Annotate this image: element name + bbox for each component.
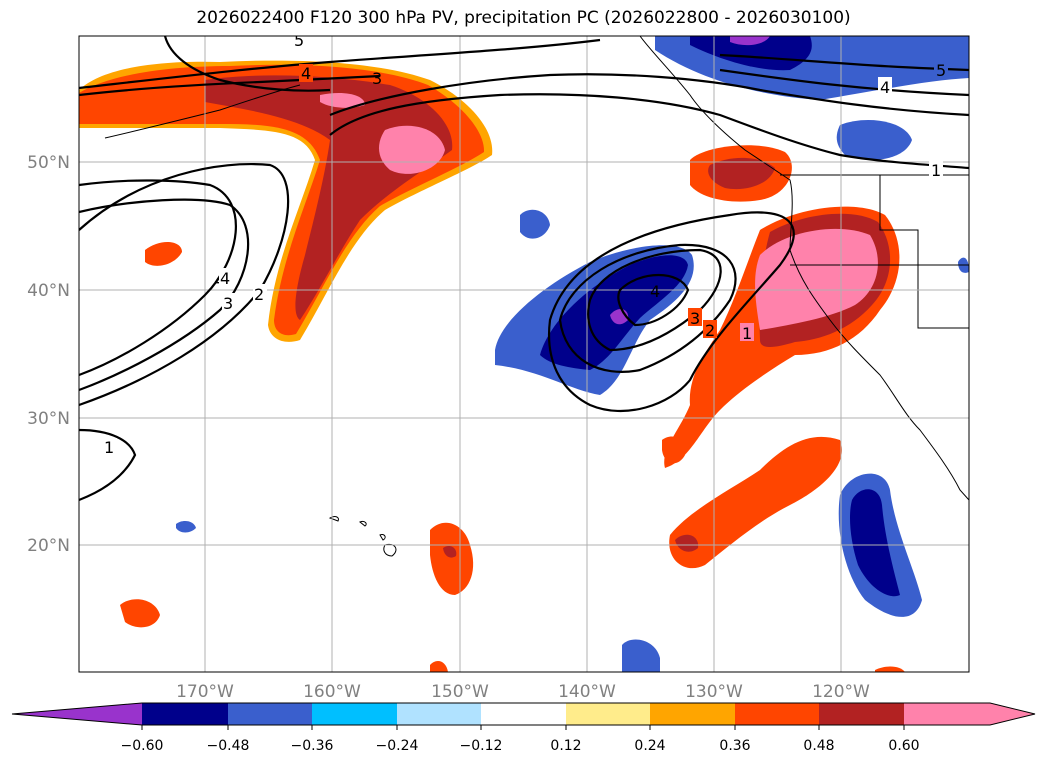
pv-contour-1-west	[79, 428, 137, 502]
lon-label: 160°W	[303, 682, 361, 702]
pv-contour-2-central	[558, 243, 737, 373]
contour-label: 3	[223, 294, 233, 313]
pv-contour-2-upper	[329, 73, 969, 117]
contour-label: 1	[931, 161, 941, 180]
state-borders	[879, 175, 969, 329]
pv-contour-1-upper	[329, 93, 969, 170]
coastline-aleutians	[104, 84, 301, 139]
contour-label: 3	[372, 69, 382, 88]
lon-label: 120°W	[812, 682, 870, 702]
precip-region-max-1	[320, 93, 365, 108]
contour-label: 4	[880, 78, 890, 97]
precip-region-subtropical-inner	[675, 534, 699, 552]
pv-contour-4-north	[79, 74, 381, 97]
map-title: 2026022400 F120 300 hPa PV, precipitatio…	[196, 8, 851, 28]
colorbar-segment	[312, 703, 397, 725]
pv-contour-3-central	[587, 248, 722, 352]
colorbar-tick-label: 0.60	[888, 738, 919, 754]
longitude-labels: 170°W 160°W 150°W 140°W 130°W 120°W	[176, 682, 870, 702]
pv-contour-3-north	[163, 36, 331, 92]
pv-contour-4-central	[617, 273, 690, 327]
colorbar-tick-label: −0.12	[460, 738, 503, 754]
colorbar-extend-min	[12, 703, 142, 725]
pv-contour-labels: 5 4 4 3 4 3 2 1 4 3 2 1 5 4 1	[103, 31, 948, 457]
precip-region-small-5	[875, 666, 905, 672]
contour-label: 5	[936, 61, 946, 80]
colorbar-segment	[650, 703, 735, 725]
colorbar-tick-label: 0.48	[803, 738, 834, 754]
lon-label: 130°W	[685, 682, 743, 702]
contour-label: 3	[690, 309, 700, 328]
pv-contour-1-central	[548, 211, 795, 413]
precip-region-neg-canada	[836, 120, 912, 160]
precip-region-subtropical	[669, 436, 842, 569]
precip-region-neg-mexico-inner	[850, 489, 900, 597]
precip-region-neg-small-1	[520, 209, 550, 239]
colorbar-segment	[735, 703, 819, 725]
lat-label: 20°N	[27, 536, 70, 556]
pv-contour-4-east	[719, 68, 969, 97]
precip-region-neg-small-3	[176, 520, 196, 533]
colorbar-segment	[481, 703, 566, 725]
contour-label: 5	[294, 31, 304, 50]
pv-contour-5-east	[719, 53, 969, 72]
lon-label: 170°W	[176, 682, 234, 702]
precip-region-small-1	[145, 241, 182, 266]
colorbar-segment	[397, 703, 481, 725]
precip-region-small-3	[662, 436, 686, 464]
contour-label: 4	[301, 64, 311, 83]
pv-contour-5-north	[79, 38, 601, 90]
colorbar: −0.60 −0.48 −0.36 −0.24 −0.12 0.12 0.24 …	[11, 702, 1036, 754]
coastline-hawaii	[328, 516, 397, 557]
colorbar-segment	[142, 703, 228, 725]
contour-label: 4	[220, 269, 230, 288]
precip-region-hawaii-inner	[443, 545, 457, 558]
contour-label: 1	[742, 324, 752, 343]
contour-label: 1	[104, 438, 114, 457]
precip-region-vancouver-inner	[708, 157, 775, 190]
colorbar-tick-label: −0.24	[376, 738, 419, 754]
precip-region-neg-north-max	[730, 36, 770, 46]
colorbar-extend-max	[904, 703, 1035, 725]
lon-label: 150°W	[431, 682, 489, 702]
colorbar-tick-label: 0.12	[550, 738, 581, 754]
precip-region-small-2	[120, 599, 160, 628]
colorbar-outline	[11, 702, 1036, 726]
pv-contours	[79, 36, 969, 502]
contour-label: 2	[705, 321, 715, 340]
lat-label: 50°N	[27, 153, 70, 173]
precip-region-small-4	[430, 660, 448, 672]
precip-region-neg-small-2	[622, 639, 660, 672]
colorbar-tick-label: 0.24	[634, 738, 665, 754]
pv-contour-4-west	[79, 179, 237, 377]
lat-label: 30°N	[27, 409, 70, 429]
lat-label: 40°N	[27, 281, 70, 301]
colorbar-ticks	[141, 725, 905, 730]
graticule	[79, 36, 969, 672]
contour-label: 4	[650, 282, 660, 301]
colorbar-segment	[228, 703, 312, 725]
colorbar-segment	[566, 703, 650, 725]
negative-precip-regions	[176, 36, 969, 672]
lon-label: 140°W	[558, 682, 616, 702]
map-frame	[78, 35, 970, 673]
colorbar-segment	[819, 703, 904, 725]
colorbar-tick-label: −0.60	[121, 738, 164, 754]
colorbar-tick-label: −0.36	[291, 738, 334, 754]
precip-region-hawaii	[430, 522, 474, 595]
colorbar-tick-labels: −0.60 −0.48 −0.36 −0.24 −0.12 0.12 0.24 …	[121, 738, 920, 754]
pv-contour-3-west	[79, 198, 250, 392]
pv-contour-2-west	[79, 163, 290, 407]
precip-region-neg-north-inner	[690, 36, 812, 71]
precip-region-california-max	[755, 228, 878, 330]
colorbar-tick-label: 0.36	[719, 738, 750, 754]
colorbar-tick-label: −0.48	[207, 738, 250, 754]
contour-label: 2	[254, 285, 264, 304]
latitude-labels: 50°N 40°N 30°N 20°N	[27, 153, 70, 556]
